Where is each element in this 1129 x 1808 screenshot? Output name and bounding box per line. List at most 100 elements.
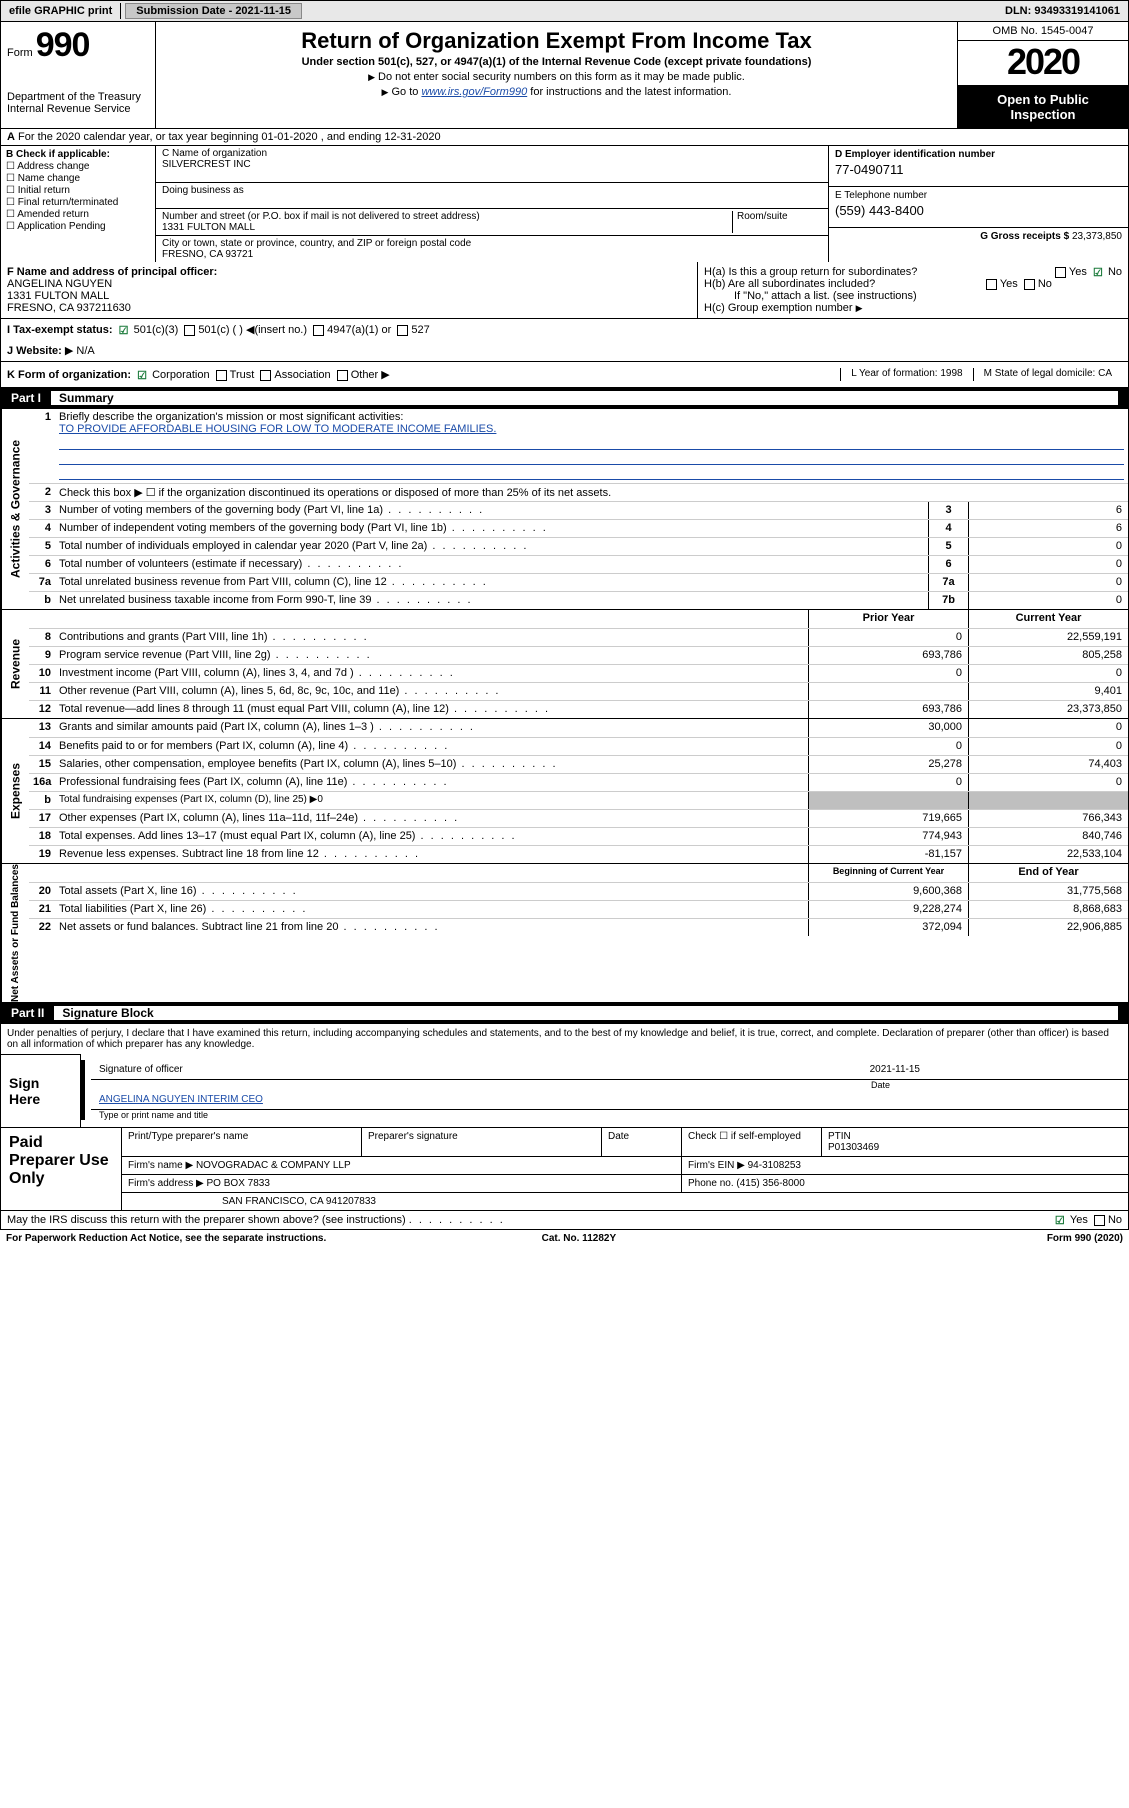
part1-governance: Activities & Governance 1 Briefly descri… — [0, 409, 1129, 610]
officer-signature-line[interactable]: Signature of officer 2021-11-15 — [91, 1060, 1128, 1080]
ha-yes[interactable] — [1055, 267, 1066, 278]
part1-expenses: Expenses 13 Grants and similar amounts p… — [0, 719, 1129, 864]
chk-application-pending[interactable]: ☐ Application Pending — [6, 221, 150, 232]
box-b: B Check if applicable: ☐ Address change … — [1, 146, 156, 262]
org-other[interactable] — [337, 370, 348, 381]
gov-line-7b: b Net unrelated business taxable income … — [29, 591, 1128, 609]
paid-preparer-label: Paid Preparer Use Only — [1, 1128, 121, 1210]
address-cell: Number and street (or P.O. box if mail i… — [156, 209, 828, 236]
row-a-tax-year: A For the 2020 calendar year, or tax yea… — [0, 129, 1129, 146]
part-1-header: Part I Summary — [0, 388, 1129, 409]
gross-receipts: 23,373,850 — [1072, 231, 1122, 242]
city-cell: City or town, state or province, country… — [156, 236, 828, 262]
box-b-label: B Check if applicable: — [6, 149, 110, 160]
exp-line-19: 19 Revenue less expenses. Subtract line … — [29, 845, 1128, 863]
ha-no[interactable]: ☑ — [1093, 266, 1105, 278]
year-formation: L Year of formation: 1998 — [840, 368, 972, 381]
row-k: K Form of organization: ☑Corporation Tru… — [0, 362, 1129, 388]
discuss-row: May the IRS discuss this return with the… — [1, 1210, 1128, 1229]
org-association[interactable] — [260, 370, 271, 381]
gov-line-5: 5 Total number of individuals employed i… — [29, 537, 1128, 555]
footer-left: For Paperwork Reduction Act Notice, see … — [6, 1233, 326, 1244]
status-4947[interactable] — [313, 325, 324, 336]
h-b: H(b) Are all subordinates included? Yes … — [704, 278, 1122, 290]
top-bar: efile GRAPHIC print Submission Date - 20… — [0, 0, 1129, 22]
h-c: H(c) Group exemption number — [704, 302, 1122, 314]
side-governance: Activities & Governance — [1, 409, 29, 609]
net-line-22: 22 Net assets or fund balances. Subtract… — [29, 918, 1128, 936]
hdr-current-year: Current Year — [968, 610, 1128, 628]
entity-info-grid: B Check if applicable: ☐ Address change … — [0, 146, 1129, 262]
side-expenses: Expenses — [1, 719, 29, 863]
rev-line-9: 9 Program service revenue (Part VIII, li… — [29, 646, 1128, 664]
exp-line-18: 18 Total expenses. Add lines 13–17 (must… — [29, 827, 1128, 845]
exp-line-17: 17 Other expenses (Part IX, column (A), … — [29, 809, 1128, 827]
status-527[interactable] — [397, 325, 408, 336]
hb-yes[interactable] — [986, 279, 997, 290]
paid-preparer-section: Paid Preparer Use Only Print/Type prepar… — [1, 1127, 1128, 1210]
efile-label: efile GRAPHIC print — [1, 3, 121, 19]
rev-line-8: 8 Contributions and grants (Part VIII, l… — [29, 628, 1128, 646]
row-f-h: F Name and address of principal officer:… — [0, 262, 1129, 319]
discuss-yes[interactable]: ☑ — [1055, 1214, 1067, 1226]
box-f: F Name and address of principal officer:… — [1, 262, 698, 318]
org-corporation[interactable]: ☑ — [137, 369, 149, 381]
form-title: Return of Organization Exempt From Incom… — [164, 28, 949, 54]
gov-line-7a: 7a Total unrelated business revenue from… — [29, 573, 1128, 591]
form-header: Form 990 Department of the Treasury Inte… — [0, 22, 1129, 129]
room-suite: Room/suite — [732, 211, 822, 233]
org-trust[interactable] — [216, 370, 227, 381]
rev-line-12: 12 Total revenue—add lines 8 through 11 … — [29, 700, 1128, 718]
open-to-public: Open to Public Inspection — [958, 86, 1128, 128]
chk-initial-return[interactable]: ☐ Initial return — [6, 185, 150, 196]
preparer-name-label: Print/Type preparer's name — [121, 1128, 361, 1156]
gov-line-4: 4 Number of independent voting members o… — [29, 519, 1128, 537]
hdr-prior-year: Prior Year — [808, 610, 968, 628]
tax-year: 2020 — [958, 41, 1128, 86]
status-501c[interactable] — [184, 325, 195, 336]
header-mid: Return of Organization Exempt From Incom… — [156, 22, 958, 128]
chk-address-change[interactable]: ☐ Address change — [6, 161, 150, 172]
hb-note: If "No," attach a list. (see instruction… — [704, 290, 1122, 302]
status-501c3[interactable]: ☑ — [119, 324, 131, 336]
submission-date-button[interactable]: Submission Date - 2021-11-15 — [125, 3, 302, 19]
form-of-org: K Form of organization: ☑Corporation Tru… — [7, 368, 840, 381]
website-row: J Website: ▶ N/A — [1, 340, 1128, 361]
chk-final-return[interactable]: ☐ Final return/terminated — [6, 197, 150, 208]
org-name-cell: C Name of organization SILVERCREST INC — [156, 146, 828, 183]
self-employed-check[interactable]: Check ☐ if self-employed — [681, 1128, 821, 1156]
header-left: Form 990 Department of the Treasury Inte… — [1, 22, 156, 128]
chk-name-change[interactable]: ☐ Name change — [6, 173, 150, 184]
row-j: J Website: ▶ N/A — [0, 340, 1129, 362]
chk-amended-return[interactable]: ☐ Amended return — [6, 209, 150, 220]
box-h: H(a) Is this a group return for subordin… — [698, 262, 1128, 318]
form-subtitle: Under section 501(c), 527, or 4947(a)(1)… — [164, 56, 949, 68]
signature-date: 2021-11-15 — [870, 1064, 1120, 1075]
preparer-sig-label: Preparer's signature — [361, 1128, 601, 1156]
exp-line-13: 13 Grants and similar amounts paid (Part… — [29, 719, 1128, 737]
form-prefix: Form — [7, 47, 33, 59]
firm-name-cell: Firm's name ▶ NOVOGRADAC & COMPANY LLP — [121, 1157, 681, 1174]
exp-line-b: b Total fundraising expenses (Part IX, c… — [29, 791, 1128, 809]
box-d-e-g: D Employer identification number 77-0490… — [828, 146, 1128, 262]
firm-phone-cell: Phone no. (415) 356-8000 — [681, 1175, 1128, 1192]
instructions-note: Go to www.irs.gov/Form990 for instructio… — [164, 86, 949, 98]
website-value: N/A — [76, 345, 94, 357]
org-address: 1331 FULTON MALL — [162, 222, 255, 233]
discuss-no[interactable] — [1094, 1215, 1105, 1226]
preparer-date-label: Date — [601, 1128, 681, 1156]
phone-value: (559) 443-8400 — [835, 203, 1122, 218]
part-2-header: Part II Signature Block — [0, 1003, 1129, 1024]
perjury-statement: Under penalties of perjury, I declare th… — [1, 1024, 1128, 1054]
sign-here-label: Sign Here — [1, 1054, 81, 1127]
dept-treasury: Department of the Treasury — [7, 91, 149, 103]
hb-no[interactable] — [1024, 279, 1035, 290]
footer-right: Form 990 (2020) — [1047, 1233, 1123, 1244]
ein-value: 77-0490711 — [835, 162, 1122, 177]
firm-ein-cell: Firm's EIN ▶ 94-3108253 — [681, 1157, 1128, 1174]
net-line-20: 20 Total assets (Part X, line 16) 9,600,… — [29, 882, 1128, 900]
instructions-link[interactable]: www.irs.gov/Form990 — [421, 86, 527, 98]
part1-revenue: Revenue Prior Year Current Year 8 Contri… — [0, 610, 1129, 719]
dba-cell: Doing business as — [156, 183, 828, 209]
dln-label: DLN: 93493319141061 — [997, 3, 1128, 19]
